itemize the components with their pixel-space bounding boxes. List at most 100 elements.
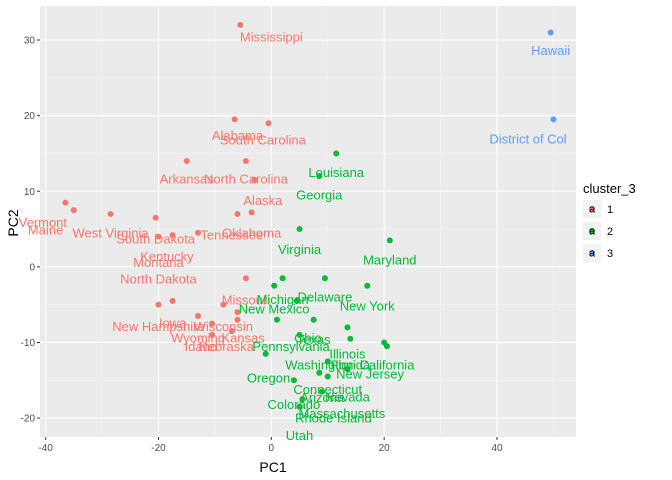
y-tick-label: 20 xyxy=(24,111,36,122)
x-axis-title: PC1 xyxy=(259,459,286,475)
data-point xyxy=(290,377,297,384)
point-label: Nebraska xyxy=(198,339,254,354)
point-label: Arizona xyxy=(300,390,345,405)
data-point xyxy=(220,301,227,308)
data-point xyxy=(296,403,303,410)
data-point xyxy=(194,229,201,236)
point-label: Vermont xyxy=(19,215,68,230)
point-label: New York xyxy=(340,299,395,314)
data-point xyxy=(242,158,249,165)
data-point xyxy=(152,214,159,221)
data-point xyxy=(383,343,390,350)
point-label: Maryland xyxy=(363,253,416,268)
data-point xyxy=(248,209,255,216)
point-label: Massachusetts xyxy=(299,406,386,421)
legend-glyph: a xyxy=(589,248,596,260)
data-point xyxy=(324,373,331,380)
y-tick-label: -10 xyxy=(21,338,36,349)
data-point xyxy=(273,316,280,323)
data-point xyxy=(265,120,272,127)
point-label: Wisconsin xyxy=(194,319,253,334)
point-label: South Dakota xyxy=(116,231,196,246)
data-point xyxy=(169,232,176,239)
legend-label: 1 xyxy=(607,204,613,216)
data-point xyxy=(155,301,162,308)
data-point xyxy=(70,207,77,214)
point-label: Mississippi xyxy=(240,30,303,45)
x-tick-label: -20 xyxy=(151,443,166,454)
data-point xyxy=(316,369,323,376)
data-point xyxy=(234,309,241,316)
legend-label: 3 xyxy=(607,248,613,260)
data-point xyxy=(234,210,241,217)
point-label: Ohio xyxy=(294,330,321,345)
data-points xyxy=(62,21,557,410)
point-label: Oklahoma xyxy=(222,225,282,240)
point-label: Pennsylvania xyxy=(252,339,330,354)
point-label: Florida xyxy=(330,358,371,373)
point-label: Arkansas xyxy=(160,172,215,187)
plot-panel xyxy=(40,6,576,437)
data-point xyxy=(194,313,201,320)
data-point xyxy=(347,335,354,342)
data-point xyxy=(344,324,351,331)
point-label: Connecticut xyxy=(293,382,362,397)
x-tick-label: 20 xyxy=(379,443,391,454)
axes: -40 -20 0 20 40 -20 -10 0 10 20 30 xyxy=(21,36,503,454)
data-point xyxy=(237,21,244,28)
data-point xyxy=(310,316,317,323)
x-tick-label: -40 xyxy=(38,443,53,454)
point-label: Delaware xyxy=(297,290,352,305)
point-label: New Mexico xyxy=(239,302,310,317)
point-label: North Carolina xyxy=(204,172,289,187)
legend-swatch xyxy=(589,206,595,212)
point-label: Montana xyxy=(133,255,184,270)
point-label: Kentucky xyxy=(140,249,194,264)
point-label: Wyoming xyxy=(171,330,225,345)
data-point xyxy=(316,173,323,180)
point-label: Illinois xyxy=(329,346,366,361)
data-point xyxy=(299,396,306,403)
y-tick-label: 30 xyxy=(24,36,36,47)
data-point xyxy=(183,158,190,165)
point-label: New Hampshire xyxy=(112,319,204,334)
point-label: Virginia xyxy=(278,242,322,257)
point-label: Rhode Island xyxy=(295,411,372,426)
point-label: Utah xyxy=(286,428,313,443)
point-label: Hawaii xyxy=(531,43,570,58)
point-label: District of Col xyxy=(489,132,566,147)
data-point xyxy=(271,282,278,289)
data-point xyxy=(234,316,241,323)
data-point xyxy=(293,297,300,304)
legend-label: 2 xyxy=(607,226,613,238)
point-label: Missouri xyxy=(222,293,271,308)
data-point xyxy=(333,150,340,157)
data-point xyxy=(262,350,269,357)
data-point xyxy=(228,328,235,335)
y-axis-title: PC2 xyxy=(5,209,21,236)
data-point xyxy=(386,237,393,244)
data-point xyxy=(231,116,238,123)
x-tick-label: 40 xyxy=(491,443,503,454)
point-label: Kansas xyxy=(221,330,265,345)
data-point xyxy=(209,331,216,338)
legend-swatch xyxy=(589,250,595,256)
point-label: California xyxy=(360,358,416,373)
data-point xyxy=(209,320,216,327)
data-point xyxy=(321,275,328,282)
data-point xyxy=(107,210,114,217)
legend-glyph: a xyxy=(589,226,596,238)
point-label: Oregon xyxy=(247,371,290,386)
point-label: Iowa xyxy=(159,315,187,330)
data-point xyxy=(319,388,326,395)
y-tick-label: 10 xyxy=(24,187,36,198)
point-label: Washington xyxy=(285,358,353,373)
y-tick-label: -20 xyxy=(21,414,36,425)
data-point xyxy=(242,275,249,282)
data-point xyxy=(550,116,557,123)
point-label: Maine xyxy=(28,222,63,237)
data-point xyxy=(324,358,331,365)
point-label: West Virginia xyxy=(72,225,149,240)
point-label: Idaho xyxy=(185,339,218,354)
